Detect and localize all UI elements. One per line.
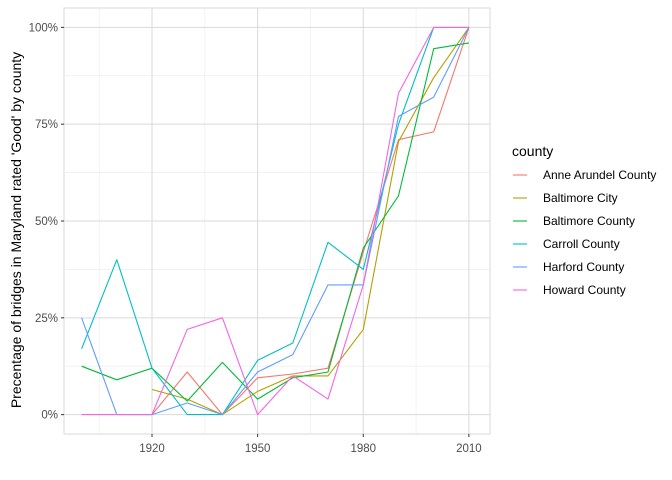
y-tick-label: 100% <box>29 22 58 34</box>
series-line-baltimore-city <box>151 27 470 416</box>
y-axis-title: Precentage of bridges in Maryland rated … <box>8 52 24 408</box>
series-line-howard-county <box>81 26 469 416</box>
legend-label-baltimore-county: Baltimore County <box>543 214 635 228</box>
x-tick-label: 2010 <box>456 443 482 455</box>
y-axis-ticks: 0% 25% 50% 75% 100% <box>29 22 64 422</box>
series-lines <box>81 26 470 416</box>
x-tick-label: 1950 <box>245 443 271 455</box>
series-line-carroll-county <box>81 26 469 416</box>
x-tick-label: 1920 <box>139 443 165 455</box>
x-tick-label: 1980 <box>350 443 376 455</box>
legend-label-baltimore-city: Baltimore City <box>543 191 618 205</box>
legend-title: county <box>512 143 553 159</box>
y-tick-label: 25% <box>35 313 58 325</box>
legend-label-harford-county: Harford County <box>543 260 624 274</box>
series-line-baltimore-county <box>81 42 469 402</box>
legend-label-howard-county: Howard County <box>543 283 626 297</box>
series-line-anne-arundel-county <box>151 27 470 416</box>
y-tick-label: 0% <box>41 410 58 422</box>
legend-label-anne-arundel-county: Anne Arundel County <box>543 168 656 182</box>
legend: county Anne Arundel County Baltimore City… <box>512 143 656 297</box>
y-tick-label: 50% <box>35 216 58 228</box>
x-axis-ticks: 1920 1950 1980 2010 <box>139 434 482 455</box>
legend-label-carroll-county: Carroll County <box>543 237 620 251</box>
y-tick-label: 75% <box>35 119 58 131</box>
